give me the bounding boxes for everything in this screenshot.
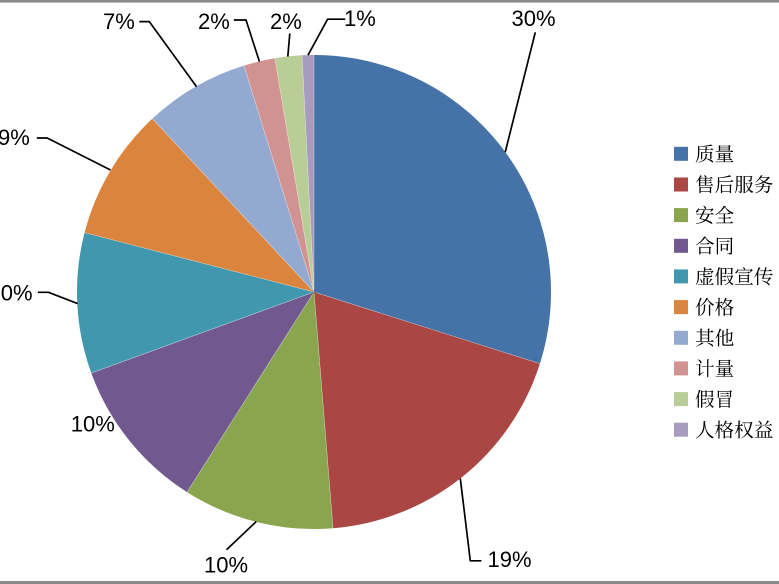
svg-text:9%: 9% xyxy=(0,125,30,150)
svg-text:19%: 19% xyxy=(488,547,532,572)
svg-text:2%: 2% xyxy=(270,9,302,34)
svg-text:1%: 1% xyxy=(344,6,376,31)
svg-text:10%: 10% xyxy=(0,281,33,306)
svg-text:7%: 7% xyxy=(103,9,135,34)
svg-text:10%: 10% xyxy=(71,412,115,437)
svg-text:10%: 10% xyxy=(204,552,248,577)
svg-text:2%: 2% xyxy=(198,9,230,34)
svg-text:30%: 30% xyxy=(512,6,556,31)
